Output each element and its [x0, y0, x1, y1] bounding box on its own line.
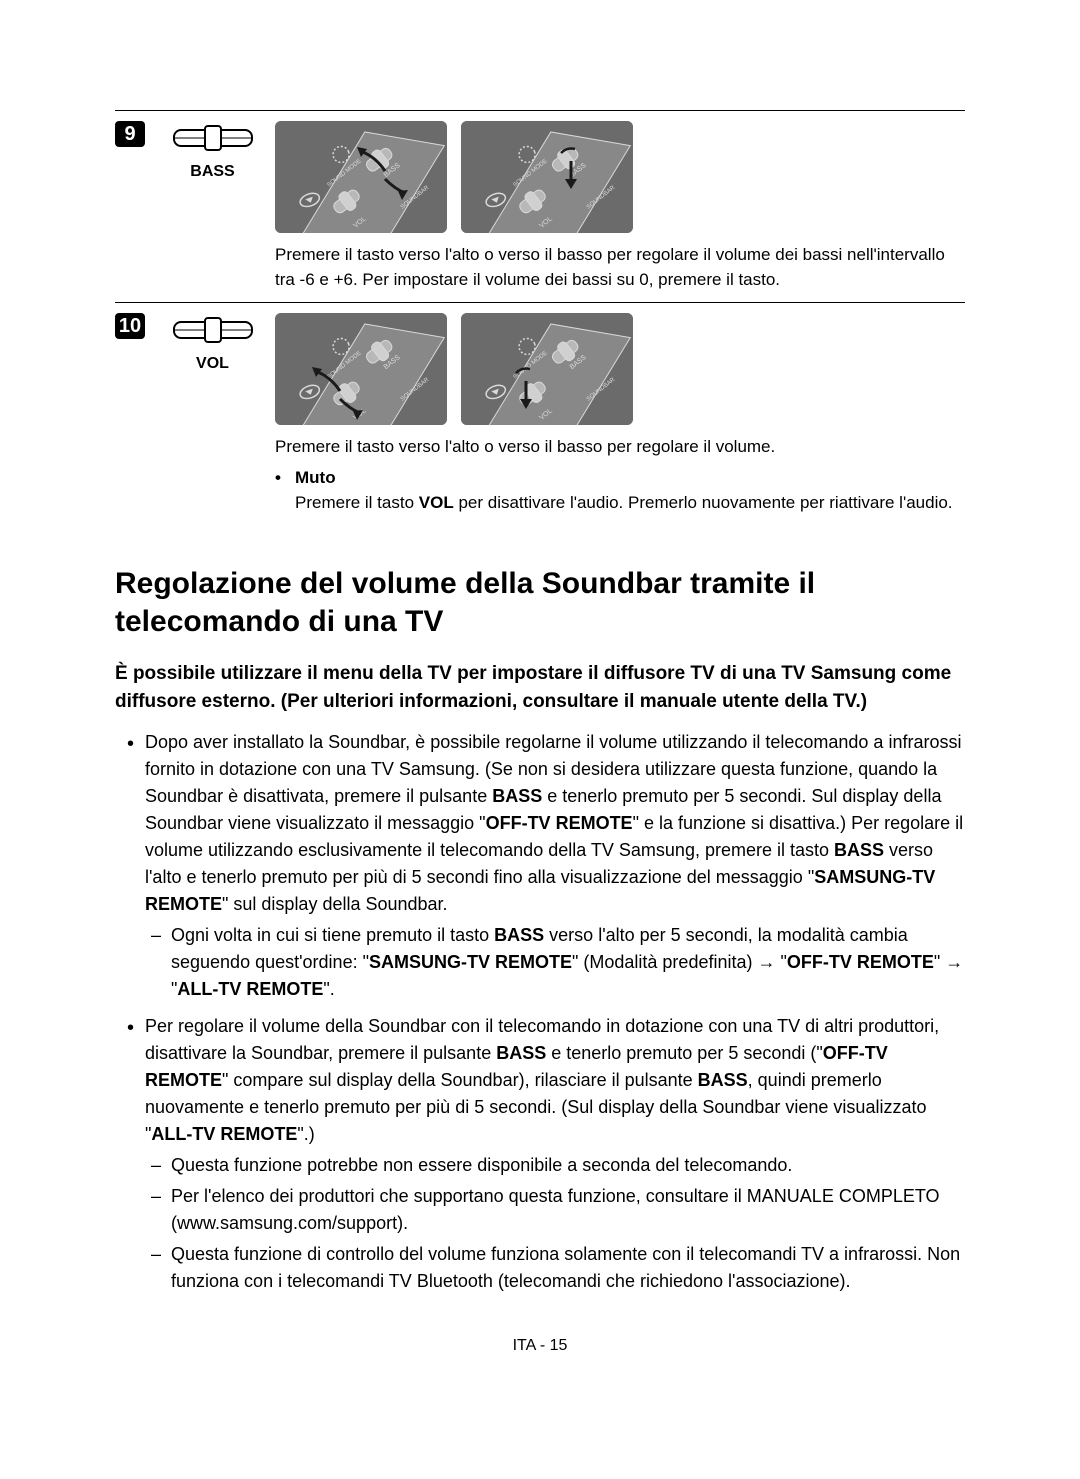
section-subhead: È possibile utilizzare il menu della TV …: [115, 660, 965, 715]
section-heading: Regolazione del volume della Soundbar tr…: [115, 565, 965, 640]
rocker-icon: [173, 129, 253, 147]
main-list: Dopo aver installato la Soundbar, è poss…: [115, 729, 965, 1295]
control-label: BASS: [190, 161, 234, 183]
control-label: VOL: [196, 353, 229, 375]
row-number: 9: [115, 121, 145, 147]
sub-list-item: Questa funzione di controllo del volume …: [171, 1241, 965, 1295]
list-item: Dopo aver installato la Soundbar, è poss…: [145, 729, 965, 1003]
control-description: Premere il tasto verso l'alto o verso il…: [275, 435, 965, 460]
rocker-icon: [173, 321, 253, 339]
bullet-text: Premere il tasto VOL per disattivare l'a…: [295, 491, 965, 516]
bullet-title: Muto: [295, 466, 965, 491]
sub-list-item: Ogni volta in cui si tiene premuto il ta…: [171, 922, 965, 1003]
remote-illustration: SOUND MODE BASS VOL SOUNDBAR: [461, 313, 633, 425]
control-row: 10 VOL SOUND MODE BASS VOL SOUNDBAR SOUND…: [115, 302, 965, 525]
control-row: 9 BASS SOUND MODE BASS VOL SOUNDBAR SOUND…: [115, 110, 965, 302]
page-footer: ITA - 15: [115, 1335, 965, 1357]
sub-list-item: Questa funzione potrebbe non essere disp…: [171, 1152, 965, 1179]
list-item: Per regolare il volume della Soundbar co…: [145, 1013, 965, 1295]
remote-illustration: SOUND MODE BASS VOL SOUNDBAR: [461, 121, 633, 233]
row-number: 10: [115, 313, 145, 339]
remote-illustration: SOUND MODE BASS VOL SOUNDBAR: [275, 121, 447, 233]
sub-bullet: •MutoPremere il tasto VOL per disattivar…: [275, 466, 965, 515]
remote-illustration: SOUND MODE BASS VOL SOUNDBAR: [275, 313, 447, 425]
control-description: Premere il tasto verso l'alto o verso il…: [275, 243, 965, 292]
sub-list-item: Per l'elenco dei produttori che supporta…: [171, 1183, 965, 1237]
